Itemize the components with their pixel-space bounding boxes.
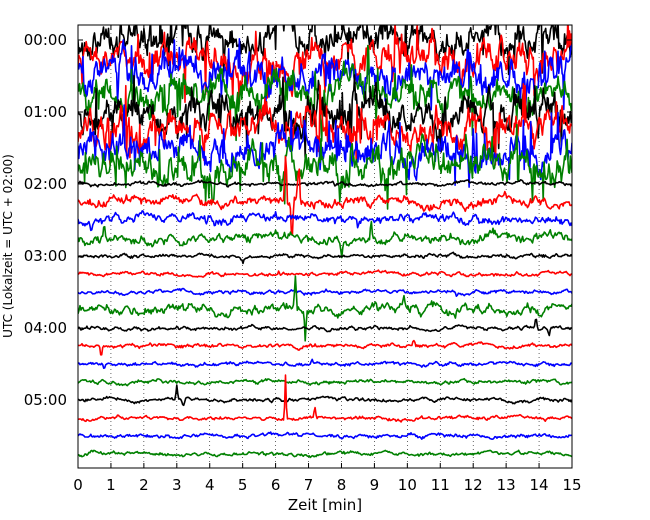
y-tick-label: 02:00: [24, 175, 67, 193]
x-tick-label: 4: [205, 476, 215, 494]
x-tick-label: 10: [398, 476, 417, 494]
trace-line: [78, 83, 572, 166]
y-axis-title: UTC (Lokalzeit = UTC + 02:00): [1, 154, 15, 338]
plot-frame: [77, 24, 573, 469]
x-axis: 0 1 2 3 4 5 6 7 8 9 10 11 12 13 14 15: [73, 25, 582, 494]
trace-line: [78, 384, 572, 407]
x-axis-title: Zeit [min]: [288, 496, 362, 514]
trace-line: [78, 431, 572, 441]
trace-line: [78, 374, 572, 423]
x-tick-label: 3: [172, 476, 182, 494]
x-tick-label: 8: [337, 476, 347, 494]
x-tick-label: 12: [464, 476, 483, 494]
trace-line: [78, 179, 572, 188]
y-tick-label: 04:00: [24, 319, 67, 337]
trace-line: [78, 377, 572, 387]
y-axis: 00:00 01:00 02:00 03:00 04:00 05:00: [24, 31, 572, 409]
trace-line: [78, 220, 572, 259]
x-tick-label: 1: [106, 476, 116, 494]
trace-line: [78, 44, 572, 142]
x-tick-label: 2: [139, 476, 149, 494]
trace-line: [78, 74, 572, 159]
x-tick-label: 13: [497, 476, 516, 494]
y-tick-label: 00:00: [24, 31, 67, 49]
trace-group: [78, 25, 572, 459]
x-tick-label: 5: [238, 476, 248, 494]
trace-line: [78, 449, 572, 459]
x-tick-label: 9: [370, 476, 380, 494]
x-tick-label: 14: [530, 476, 549, 494]
trace-line: [78, 251, 572, 265]
x-tick-label: 7: [304, 476, 314, 494]
trace-line: [78, 269, 572, 278]
trace-line: [78, 210, 572, 232]
x-tick-label: 0: [73, 476, 83, 494]
trace-line: [78, 123, 572, 210]
y-tick-label: 03:00: [24, 247, 67, 265]
trace-line: [78, 155, 572, 236]
y-tick-label: 01:00: [24, 103, 67, 121]
trace-line: [78, 275, 572, 342]
x-tick-label: 11: [431, 476, 450, 494]
x-tick-label: 15: [562, 476, 581, 494]
trace-line: [78, 287, 572, 298]
x-tick-label: 6: [271, 476, 281, 494]
y-tick-label: 05:00: [24, 391, 67, 409]
trace-line: [78, 358, 572, 370]
trace-line: [78, 339, 572, 356]
trace-line: [78, 318, 572, 337]
trace-line: [78, 104, 572, 188]
